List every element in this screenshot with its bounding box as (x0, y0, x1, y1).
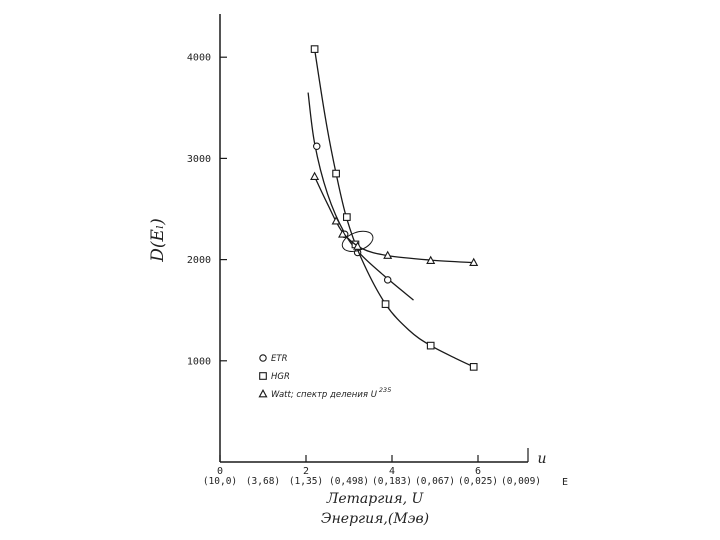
x-axis-title: Летаргия, U (326, 491, 425, 507)
series-square (310, 45, 478, 371)
y-tick-label: 3000 (187, 154, 211, 165)
labels: u E Летаргия, U Энергия,(Мэв) D(Eₗ) (148, 218, 568, 527)
energy-tick-label: (3,68) (246, 476, 280, 487)
legend-item: ETR (259, 354, 288, 364)
series-triangle (310, 171, 479, 266)
data-point-triangle (426, 255, 436, 264)
energy-tick-label: (0,025) (458, 476, 498, 487)
energy-tick-label: (10,0) (203, 476, 237, 487)
data-point-square (310, 45, 319, 53)
data-point-triangle (310, 171, 320, 180)
series-curve-triangle (314, 176, 474, 264)
data-point-triangle (353, 241, 363, 250)
legend: ETR HGR Watt; спектр деления U 235 (258, 354, 391, 400)
legend-item: HGR (259, 372, 290, 382)
energy-tick-label: (0,067) (415, 476, 455, 487)
series-layer (307, 45, 479, 371)
series-curve-square (313, 48, 474, 368)
x-tick-label: 0 (217, 466, 223, 477)
data-point-square (381, 300, 390, 308)
axes: 1000 2000 3000 4000 0 2 4 6 (10,0) (3,68) (1,35) (0… (187, 14, 541, 487)
y-axis-title: D(Eₗ) (148, 218, 168, 262)
y-tick-label: 1000 (187, 356, 211, 367)
legend-label: HGR (271, 372, 290, 382)
data-point-square (332, 169, 340, 178)
energy-tick-label: (0,183) (372, 476, 412, 487)
legend-marker-triangle (258, 389, 268, 398)
data-point-square (469, 363, 478, 371)
y-tick-label: 2000 (187, 255, 211, 266)
y-tick-label: 4000 (187, 53, 211, 64)
legend-label: Watt; спектр деления U 235 (271, 386, 391, 400)
x-tick-label: 4 (389, 466, 395, 477)
energy-axis-symbol: E (562, 477, 568, 488)
data-point-triangle (383, 250, 393, 259)
x-axis-symbol: u (537, 451, 546, 467)
energy-tick-label: (0,498) (329, 476, 369, 487)
energy-tick-label: (0,009) (501, 476, 541, 487)
data-point-circle (383, 276, 392, 284)
energy-tick-label: (1,35) (289, 476, 323, 487)
data-point-triangle (469, 257, 479, 266)
legend-item: Watt; спектр деления U 235 (258, 386, 391, 400)
x-axis-subtitle: Энергия,(Мэв) (321, 511, 429, 527)
legend-marker-square (259, 372, 267, 380)
legend-marker-circle (259, 354, 267, 362)
data-point-square (342, 213, 351, 221)
x-tick-label: 6 (475, 466, 481, 477)
x-tick-label: 2 (303, 466, 309, 477)
data-point-triangle (338, 229, 348, 238)
data-point-triangle (331, 216, 341, 225)
data-point-circle (312, 142, 321, 151)
crossing-annotation-loop (341, 230, 374, 252)
legend-label: ETR (271, 354, 288, 364)
data-point-square (426, 341, 435, 350)
